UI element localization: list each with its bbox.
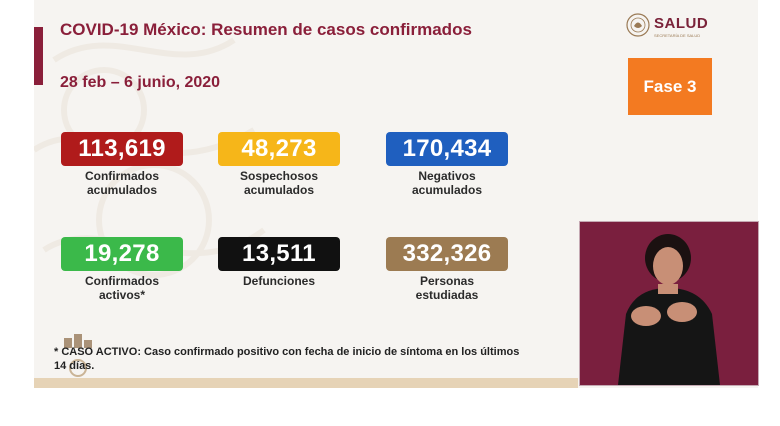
stat-label-line1: Confirmados [84, 274, 159, 288]
stat-label-line2: acumulados [86, 183, 158, 197]
stat-value: 170,434 [386, 132, 508, 166]
stat-negative-cumulative: 170,434 Negativos acumulados [386, 132, 508, 197]
stat-label-line1: Negativos [418, 169, 476, 183]
stat-suspected-cumulative: 48,273 Sospechosos acumulados [218, 132, 340, 197]
stat-label: Confirmados activos* [61, 274, 183, 302]
bottom-band [34, 378, 578, 388]
page-title: COVID-19 México: Resumen de casos confir… [60, 20, 472, 39]
phase-badge: Fase 3 [628, 58, 712, 115]
stat-label-line2: estudiadas [415, 288, 479, 302]
logo-name: SALUD [654, 15, 709, 32]
stat-confirmed-active: 19,278 Confirmados activos* [61, 237, 183, 302]
stat-people-studied: 332,326 Personas estudiadas [386, 237, 508, 302]
logo-subtitle: SECRETARÍA DE SALUD [654, 33, 701, 38]
stat-label-line1: Sospechosos [239, 169, 319, 183]
stat-label: Sospechosos acumulados [218, 169, 340, 197]
stat-label-line2: activos* [98, 288, 146, 302]
stat-value: 13,511 [218, 237, 340, 271]
stat-label: Negativos acumulados [386, 169, 508, 197]
interpreter-figure-icon [580, 222, 758, 385]
stat-label: Personas estudiadas [386, 274, 508, 302]
national-seal-icon [626, 13, 650, 37]
stat-label-line1: Confirmados [84, 169, 159, 183]
stat-value: 113,619 [61, 132, 183, 166]
footnote-active-case: * CASO ACTIVO: Caso confirmado positivo … [54, 346, 520, 372]
stat-label-line1: Defunciones [242, 274, 315, 288]
sign-language-interpreter-video [579, 221, 759, 386]
stat-label: Confirmados acumulados [61, 169, 183, 197]
decorative-glyph-icon [64, 334, 92, 377]
stat-deaths: 13,511 Defunciones [218, 237, 340, 288]
stat-label-line1: Personas [419, 274, 475, 288]
stat-value: 19,278 [61, 237, 183, 271]
stat-value: 48,273 [218, 132, 340, 166]
title-accent-bar [34, 27, 43, 85]
date-range: 28 feb – 6 junio, 2020 [60, 74, 221, 91]
stat-confirmed-cumulative: 113,619 Confirmados acumulados [61, 132, 183, 197]
stat-value: 332,326 [386, 237, 508, 271]
stat-label-line2: acumulados [411, 183, 483, 197]
salud-logo: SALUD SECRETARÍA DE SALUD [626, 13, 736, 43]
stat-label: Defunciones [218, 274, 340, 288]
stat-label-line2: acumulados [243, 183, 315, 197]
